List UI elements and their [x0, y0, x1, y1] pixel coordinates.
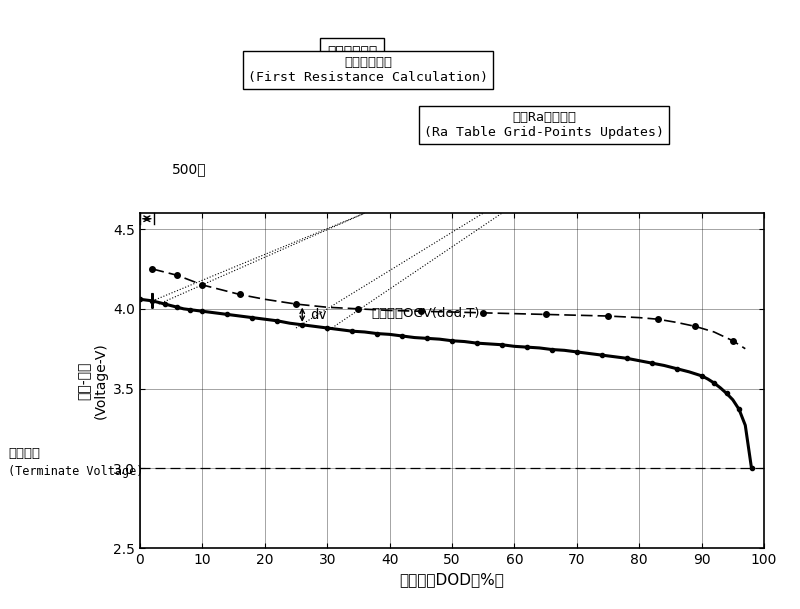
Y-axis label: 电压-伏特
(Voltage-V): 电压-伏特 (Voltage-V): [78, 342, 108, 419]
Text: (Terminate Voltage): (Terminate Voltage): [8, 465, 143, 479]
Text: 计算第一电阵
(First Resistance Calculation): 计算第一电阵 (First Resistance Calculation): [248, 56, 488, 84]
X-axis label: 放电深度DOD（%）: 放电深度DOD（%）: [399, 572, 505, 588]
Text: 500秒: 500秒: [172, 163, 206, 177]
Text: 开路电压OCV(dod,T): 开路电压OCV(dod,T): [371, 307, 479, 320]
Text: 更新Ra表的格点
(Ra Table Grid-Points Updates): 更新Ra表的格点 (Ra Table Grid-Points Updates): [424, 111, 664, 139]
Text: dv: dv: [310, 308, 326, 322]
Text: 截止电压: 截止电压: [8, 447, 40, 460]
Text: 计算第一电阵: 计算第一电阵: [327, 45, 377, 58]
